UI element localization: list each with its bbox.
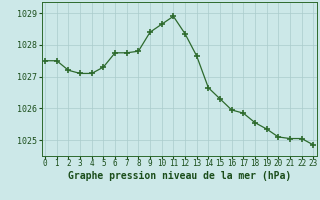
X-axis label: Graphe pression niveau de la mer (hPa): Graphe pression niveau de la mer (hPa) <box>68 171 291 181</box>
